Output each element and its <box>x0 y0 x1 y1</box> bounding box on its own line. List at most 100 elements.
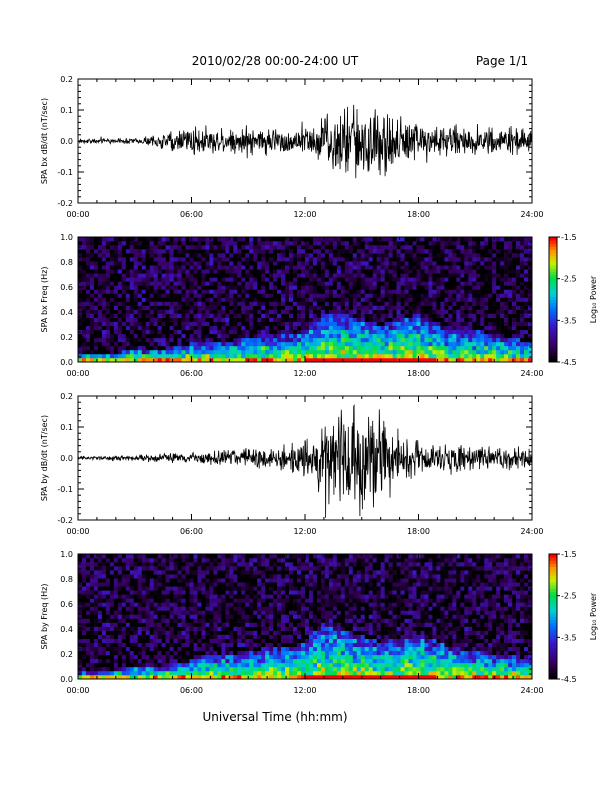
spectrogram-cell <box>201 646 206 652</box>
spectrogram-cell <box>528 277 533 282</box>
spectrogram-cell <box>153 614 158 619</box>
spectrogram-cell <box>428 313 433 318</box>
spectrogram-cell <box>181 329 186 335</box>
spectrogram-cell <box>89 626 95 631</box>
spectrogram-cell <box>145 650 150 656</box>
spectrogram-cell <box>109 598 115 603</box>
spectrogram-cell <box>484 345 489 351</box>
spectrogram-cell <box>297 345 302 351</box>
spectrogram-cell <box>245 301 250 306</box>
spectrogram-cell <box>165 630 170 635</box>
spectrogram-cell <box>332 277 338 282</box>
spectrogram-cell <box>81 558 87 563</box>
spectrogram-cell <box>121 293 127 298</box>
spectrogram-cell <box>360 313 366 318</box>
spectrogram-cell <box>277 353 282 359</box>
spectrogram-cell <box>249 285 254 290</box>
spectrogram-cell <box>81 634 87 639</box>
spectrogram-cell <box>261 265 266 270</box>
spectrogram-cell <box>328 293 334 298</box>
spectrogram-cell <box>125 269 131 274</box>
spectrogram-cell <box>297 353 302 359</box>
spectrogram-cell <box>177 337 182 343</box>
spectrogram-cell <box>297 269 302 274</box>
spectrogram-cell <box>328 317 334 322</box>
spectrogram-cell <box>249 277 254 282</box>
spectrogram-cell <box>305 305 310 310</box>
spectrogram-cell <box>141 321 146 327</box>
spectrogram-cell <box>85 257 91 262</box>
spectrogram-cell <box>384 261 389 266</box>
spectrogram-cell <box>157 654 162 660</box>
spectrogram-cell <box>205 261 210 266</box>
spectrogram-cell <box>78 586 83 591</box>
spectrogram-cell <box>265 329 270 335</box>
spectrogram-cell <box>281 349 286 355</box>
spectrogram-cell <box>121 285 127 290</box>
spectrogram-cell <box>125 666 131 672</box>
spectrogram-cell <box>157 281 162 286</box>
spectrogram-cell <box>185 301 190 306</box>
spectrogram-cell <box>121 325 127 331</box>
spectrogram-cell <box>157 558 162 563</box>
spectrogram-cell <box>193 261 198 266</box>
spectrogram-cell <box>468 269 473 274</box>
spectrogram-cell <box>185 582 190 587</box>
spectrogram-cell <box>173 598 178 603</box>
spectrogram-cell <box>336 277 342 282</box>
spectrogram-cell <box>97 301 103 306</box>
spectrogram-cell <box>201 674 206 680</box>
spectrogram-cell <box>428 321 433 327</box>
spectrogram-cell <box>420 301 425 306</box>
spectrogram-cell <box>229 237 234 242</box>
spectrogram-cell <box>105 285 111 290</box>
spectrogram-cell <box>332 345 338 351</box>
spectrogram-cell <box>117 598 123 603</box>
spectrogram-cell <box>420 249 425 254</box>
spectrogram-cell <box>233 297 238 302</box>
spectrogram-cell <box>320 285 326 290</box>
spectrogram-cell <box>384 257 389 262</box>
spectrogram-cell <box>209 610 214 615</box>
y-tick-label: 1.0 <box>60 233 73 242</box>
spectrogram-cell <box>129 618 135 623</box>
spectrogram-cell <box>269 265 274 270</box>
spectrogram-cell <box>265 253 270 258</box>
spectrogram-cell <box>424 289 429 294</box>
spectrogram-cell <box>297 357 302 363</box>
spectrogram-cell <box>308 345 314 351</box>
spectrogram-cell <box>356 313 362 318</box>
spectrogram-cell <box>444 237 449 242</box>
spectrogram-cell <box>173 666 178 672</box>
spectrogram-cell <box>125 349 131 355</box>
spectrogram-cell <box>189 313 194 318</box>
spectrogram-cell <box>484 257 489 262</box>
colorbar-tick-label: -2.5 <box>561 275 577 284</box>
spectrogram-cell <box>161 349 166 355</box>
spectrogram-cell <box>257 329 262 335</box>
spectrogram-cell <box>360 293 366 298</box>
spectrogram-cell <box>201 309 206 314</box>
spectrogram-cell <box>125 281 131 286</box>
spectrogram-cell <box>281 357 286 363</box>
spectrogram-cell <box>157 269 162 274</box>
spectrogram-cell <box>189 602 194 607</box>
spectrogram-cell <box>125 654 131 660</box>
spectrogram-cell <box>360 269 366 274</box>
spectrogram-cell <box>209 353 214 359</box>
spectrogram-cell <box>93 610 99 615</box>
spectrogram-cell <box>181 670 186 676</box>
spectrogram-cell <box>81 622 87 627</box>
spectrogram-cell <box>356 281 362 286</box>
spectrogram-cell <box>380 249 385 254</box>
spectrogram-cell <box>197 301 202 306</box>
spectrogram-cell <box>101 594 107 599</box>
spectrogram-cell <box>424 269 429 274</box>
spectrogram-cell <box>448 245 453 250</box>
spectrogram-cell <box>153 670 158 676</box>
spectrogram-cell <box>308 277 314 282</box>
spectrogram-cell <box>165 614 170 619</box>
spectrogram-cell <box>468 293 473 298</box>
spectrogram-cell <box>245 321 250 327</box>
spectrogram-cell <box>153 293 158 298</box>
